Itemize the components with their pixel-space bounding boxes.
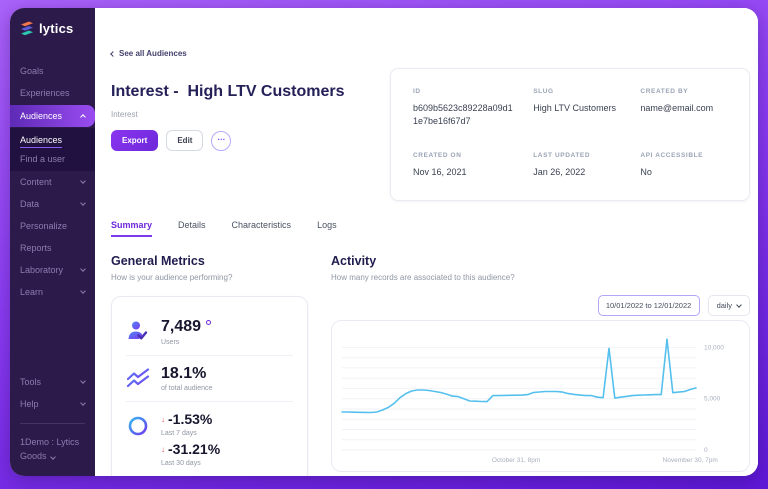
sidebar-subitem-audiences[interactable]: Audiences [10,130,95,149]
change-30d-value: -31.21% [168,441,221,458]
sidebar-spacer [10,303,95,371]
svg-text:10,000: 10,000 [704,344,724,351]
chevron-down-icon [80,266,86,272]
metric-change: ↓ -1.53% Last 7 days ↓ -31.21% Last 30 d… [126,401,293,476]
general-metrics-subtitle: How is your audience performing? [111,273,233,282]
ellipsis-icon: ··· [217,134,226,144]
date-range-input[interactable] [597,295,700,316]
change-30d-label: Last 30 days [161,460,201,468]
general-metrics-title: General Metrics [111,254,205,268]
logo-text: lytics [39,20,74,36]
lytics-logo[interactable]: lytics [10,8,95,44]
sidebar-item-goals[interactable]: Goals [20,66,44,76]
svg-text:October 31, 8pm: October 31, 8pm [492,457,540,464]
activity-controls: daily [95,295,758,316]
change-7d-label: Last 7 days [161,430,197,438]
sidebar-item-learn[interactable]: Learn [10,281,95,303]
created-on-value: Nov 16, 2021 [413,167,467,178]
audiences-submenu: Audiences Find a user [10,128,95,171]
chevron-down-icon [80,178,86,184]
created-by-value: name@email.com [640,103,714,113]
chevron-up-icon [80,114,86,120]
activity-line-chart: 10,000 5,000 0 October 31, 8pm November 30, … [341,338,724,464]
chevron-down-icon [49,454,56,460]
lytics-logo-icon [21,21,33,36]
sidebar-item-data[interactable]: Data [10,193,95,215]
down-arrow-icon: ↓ [161,444,165,454]
app-window: lytics Goals Experiences Audiences Audie… [10,8,758,476]
action-buttons: Export Edit ··· [111,130,232,151]
granularity-select[interactable]: daily [707,295,750,316]
sidebar-item-help[interactable]: Help [10,393,95,415]
last-updated-value: Jan 26, 2022 [533,167,586,178]
info-dot-icon[interactable] [206,319,212,325]
activity-subtitle: How many records are associated to this … [331,273,515,282]
svg-text:5,000: 5,000 [704,396,721,403]
sidebar-item-tools[interactable]: Tools [10,371,95,393]
users-label: Users [161,338,180,346]
export-button[interactable]: Export [111,130,159,151]
edit-button[interactable]: Edit [166,130,204,151]
audience-info-card: ID b609b5623c89228a09d11e7be16f67d7 SLUG… [390,68,750,201]
total-audience-label: of total audience [161,385,213,393]
chevron-down-icon [80,200,86,206]
info-field-last-updated: LAST UPDATED Jan 26, 2022 [533,152,628,181]
info-field-slug: SLUG High LTV Customers [533,88,628,130]
sidebar-nav: Goals Experiences Audiences Audiences Fi… [10,60,95,303]
info-field-created-on: CREATED ON Nov 16, 2021 [413,152,521,181]
sidebar: lytics Goals Experiences Audiences Audie… [10,8,95,476]
tab-characteristics[interactable]: Characteristics [231,220,292,230]
user-check-icon [128,321,148,340]
audience-slug-value: High LTV Customers [533,103,617,113]
sidebar-divider [20,423,85,425]
back-to-audiences-link[interactable]: See all Audiences [110,49,187,58]
general-metrics-header: General Metrics How is your audience per… [111,254,232,282]
svg-text:0: 0 [704,447,708,454]
chevron-down-icon [736,301,742,308]
general-metrics-card: 7,489 Users 18.1% of total audience [111,296,308,476]
activity-title: Activity [331,254,377,268]
metric-users: 7,489 Users [126,309,293,355]
tab-details[interactable]: Details [178,220,206,230]
chevron-left-icon [110,50,116,57]
tab-logs[interactable]: Logs [317,220,337,230]
svg-text:November 30, 7pm: November 30, 7pm [663,457,718,464]
trend-lines-icon [126,367,150,387]
sidebar-item-experiences[interactable]: Experiences [20,88,70,98]
sidebar-item-audiences[interactable]: Audiences [10,105,95,127]
change-7d-value: -1.53% [168,411,213,428]
chevron-down-icon [80,400,86,406]
total-audience-percent: 18.1% [161,364,207,382]
sidebar-item-laboratory[interactable]: Laboratory [10,259,95,281]
info-field-created-by: CREATED BY name@email.com [640,88,727,130]
sidebar-item-content[interactable]: Content [10,171,95,193]
page-title: Interest - High LTV Customers [111,83,345,100]
stopwatch-icon [128,412,148,436]
page-subtitle: Interest [111,110,138,119]
main-content: See all Audiences Interest - High LTV Cu… [95,8,758,476]
more-options-button[interactable]: ··· [211,130,232,151]
sidebar-subitem-find-a-user[interactable]: Find a user [20,154,66,164]
tab-bar: Summary Details Characteristics Logs [111,220,337,237]
users-count: 7,489 [161,318,202,335]
chevron-down-icon [80,378,86,384]
chevron-down-icon [80,288,86,294]
api-accessible-value: No [640,167,652,178]
metric-total-audience: 18.1% of total audience [126,354,293,402]
audience-id-value: b609b5623c89228a09d11e7be16f67d7 [413,103,513,127]
account-switcher[interactable]: 1Demo : Lytics Goods [20,437,80,462]
activity-header: Activity How many records are associated… [331,254,515,282]
info-field-id: ID b609b5623c89228a09d11e7be16f67d7 [413,88,521,130]
down-arrow-icon: ↓ [161,414,165,424]
info-field-api-accessible: API ACCESSIBLE No [640,152,727,181]
tab-summary[interactable]: Summary [111,220,153,237]
activity-chart-card: 10,000 5,000 0 October 31, 8pm November 30, … [331,320,750,472]
sidebar-item-reports[interactable]: Reports [20,243,52,253]
sidebar-item-personalize[interactable]: Personalize [20,221,68,231]
